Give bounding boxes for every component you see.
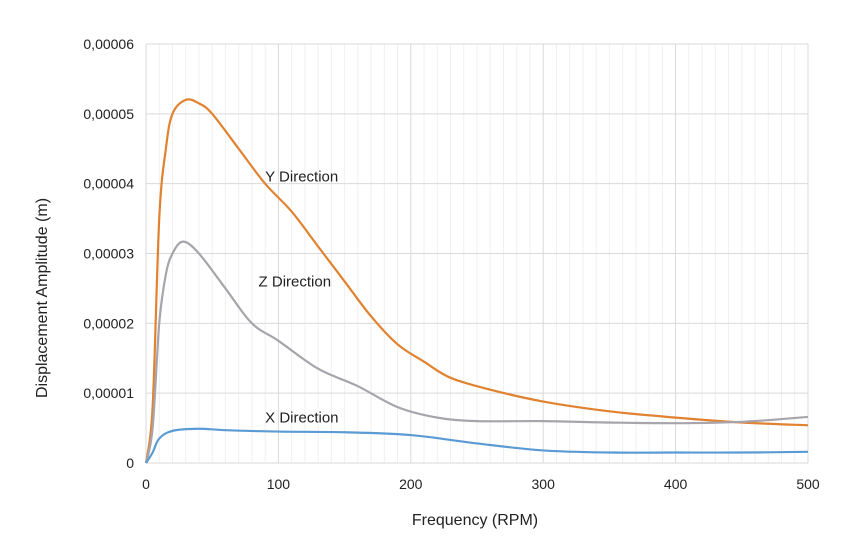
series-lines [144, 98, 809, 464]
y-tick-label: 0,00002 [83, 315, 134, 331]
x-tick-label: 400 [664, 476, 688, 492]
y-tick-label: 0,00005 [83, 106, 134, 122]
x-tick-label: 0 [142, 476, 150, 492]
x-axis-title: Frequency (RPM) [412, 512, 538, 529]
x-tick-label: 200 [399, 476, 423, 492]
series-label-y-direction: Y Direction [265, 169, 338, 186]
y-axis-ticks: 0 0,00001 0,00002 0,00003 0,00004 0,00005 0,00… [83, 36, 134, 471]
y-axis-title: Displacement Amplitude (m) [34, 198, 51, 398]
series-labels: Y Direction Z Direction X Direction [259, 169, 339, 427]
y-tick-label: 0,00006 [83, 36, 134, 52]
x-tick-label: 100 [267, 476, 291, 492]
chart-grid [145, 43, 809, 464]
series-line-z-direction [144, 240, 809, 464]
series-line-x-direction [145, 427, 809, 464]
series-line-y-direction [144, 98, 809, 464]
series-label-x-direction: X Direction [265, 410, 338, 427]
y-tick-label: 0 [126, 455, 134, 471]
y-tick-label: 0,00004 [83, 176, 134, 192]
series-label-z-direction: Z Direction [259, 273, 332, 290]
x-tick-label: 300 [532, 476, 556, 492]
y-tick-label: 0,00001 [83, 385, 134, 401]
x-axis-ticks: 0 100 200 300 400 500 [142, 476, 820, 492]
x-tick-label: 500 [796, 476, 820, 492]
y-tick-label: 0,00003 [83, 246, 134, 262]
